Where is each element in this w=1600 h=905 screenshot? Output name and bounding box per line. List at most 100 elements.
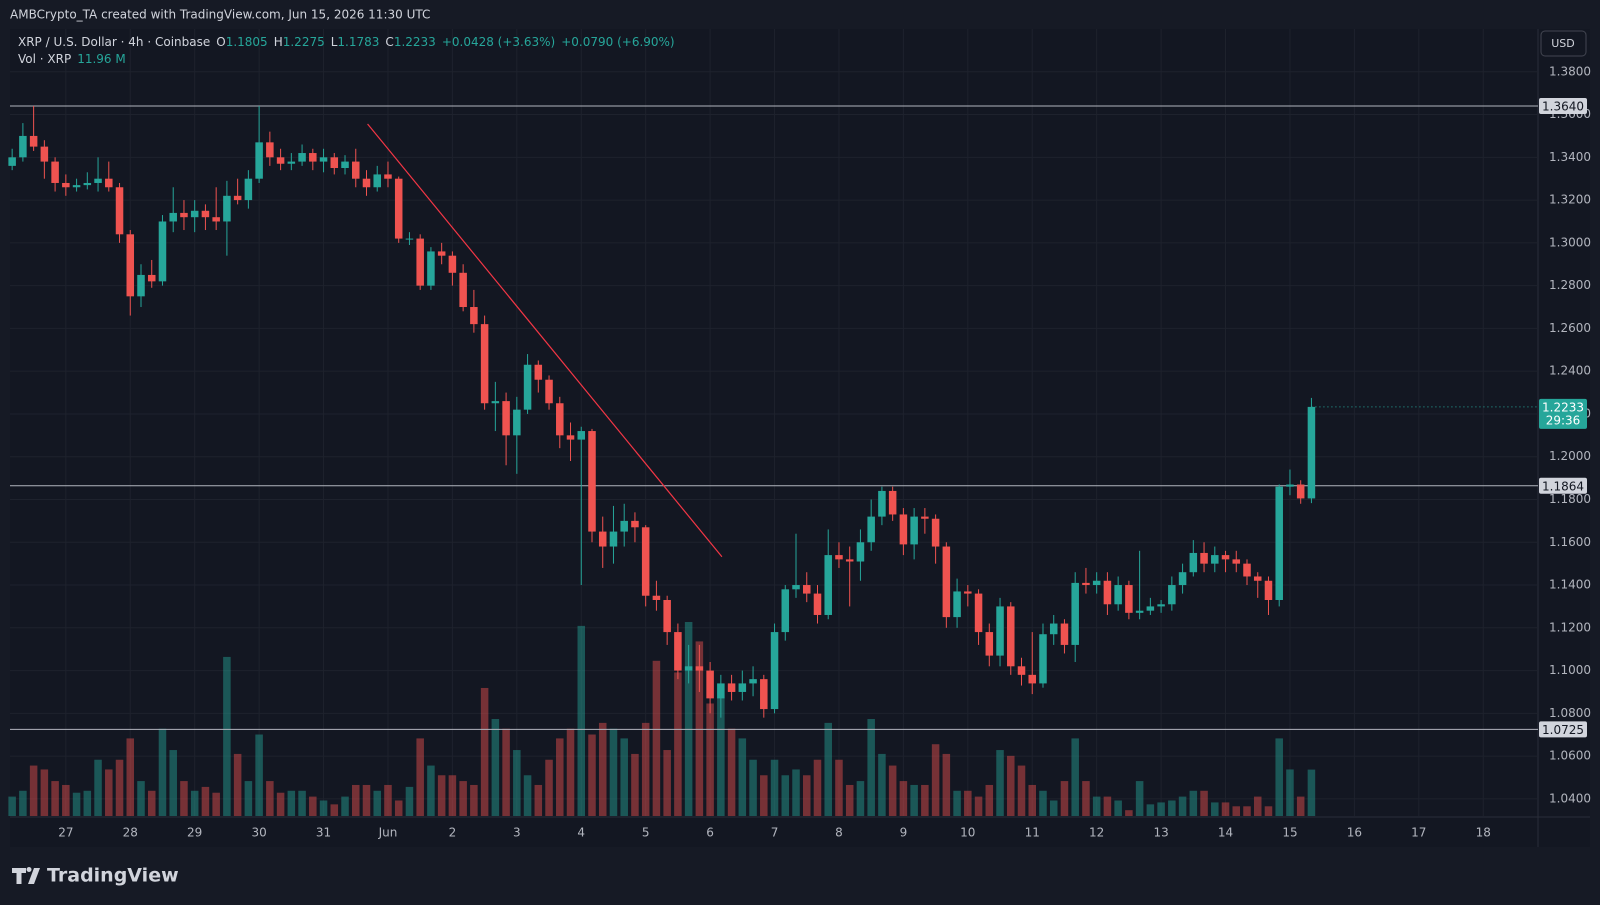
x-tick-label: 16 [1347,826,1362,840]
level-label-box [1539,97,1587,114]
volume-bar [287,790,296,816]
volume-bar [684,622,693,816]
candle-body [792,585,800,590]
x-tick-label: 11 [1025,826,1040,840]
candle-body [921,516,929,519]
volume-bar [1189,790,1198,816]
candle-body [1296,484,1305,499]
candle-body [641,527,650,596]
candle-body [169,212,177,222]
candle-body [1286,484,1294,487]
volume-bar [1103,796,1112,816]
y-tick-label: 1.0400 [1549,791,1591,805]
candle-body [94,178,102,183]
candle-body [545,379,553,404]
candle-body [738,683,747,692]
x-tick-label: 2 [449,826,457,840]
volume-bar [663,750,671,816]
candle-body [40,146,49,162]
volume-bar [384,784,392,816]
candle-body [287,161,296,164]
candle-body [362,178,371,188]
volume-bar [352,784,360,816]
candle-body [813,593,822,615]
candle-body [126,234,135,297]
x-tick-label: 5 [642,826,650,840]
y-tick-label: 1.3200 [1549,193,1591,207]
candle-body [491,401,500,404]
volume-bar [94,759,102,816]
volume-bar [1060,781,1069,816]
candle-body [835,555,843,560]
volume-bar [1200,790,1208,816]
volume-bar [29,765,38,816]
currency-button[interactable] [1540,30,1587,57]
volume-bar [760,775,768,816]
candle-body [266,142,274,158]
candle-body [1189,552,1198,573]
volume-bar [255,734,263,816]
candle-body [244,178,253,201]
candle-body [760,679,768,710]
candle-body [620,520,628,532]
candle-body [255,142,263,179]
currency-label[interactable]: USD [1551,37,1575,50]
y-tick-label: 1.1200 [1549,620,1591,634]
volume-bar [921,784,929,816]
candle-body [201,210,210,218]
volume-bar [405,786,414,816]
candle-body [1049,623,1058,635]
candle-body [717,683,725,699]
candle-body [513,409,521,436]
symbol: XRP / U.S. Dollar · 4h · Coinbase [18,35,211,49]
volume-bar [1017,765,1026,816]
volume-bar [770,759,779,816]
volume-bar [1211,802,1219,816]
candle-body [1178,572,1187,586]
candle-body [437,251,446,256]
candle-body [1157,604,1165,607]
volume-value: 11.96 M [77,52,126,66]
y-tick-label: 1.1400 [1549,578,1591,592]
volume-bar [298,790,306,816]
x-tick-label: 7 [771,826,779,840]
volume-bar [190,790,199,816]
candle-body [684,666,693,671]
volume-bar [1232,806,1241,816]
volume-bar [631,753,639,816]
candle-body [1039,634,1047,684]
volume-bar [1082,781,1090,816]
volume-bar [341,796,349,816]
volume-bar [1125,810,1133,816]
candle-body [459,272,467,308]
volume-bar [83,790,92,816]
volume-bar [813,759,822,816]
candle-body [964,591,972,594]
volume-bar [437,775,446,816]
chart-pane [10,29,1590,847]
volume-bar [201,786,210,816]
volume-bar [1296,796,1305,816]
candle-body [770,632,779,710]
volume-bar [62,784,70,816]
volume-bar [394,800,403,816]
volume-bar [19,790,27,816]
candle-body [534,364,543,380]
volume-bar [362,784,371,816]
candle-body [416,238,424,286]
volume-bar [513,750,521,816]
volume-bar [1135,781,1144,816]
candle-body [1071,582,1079,645]
change: +0.0428 (+3.63%) [441,35,556,49]
volume-bar [427,765,435,816]
x-tick-label: 6 [706,826,714,840]
y-tick-label: 1.3400 [1549,150,1591,164]
volume-bar [416,738,424,816]
volume-bar [556,738,564,816]
candle-body [147,274,156,282]
candle-body [137,274,145,297]
candle-body [502,401,510,436]
volume-bar [695,641,704,816]
volume-bar [878,753,886,816]
y-tick-label: 1.3000 [1549,235,1591,249]
